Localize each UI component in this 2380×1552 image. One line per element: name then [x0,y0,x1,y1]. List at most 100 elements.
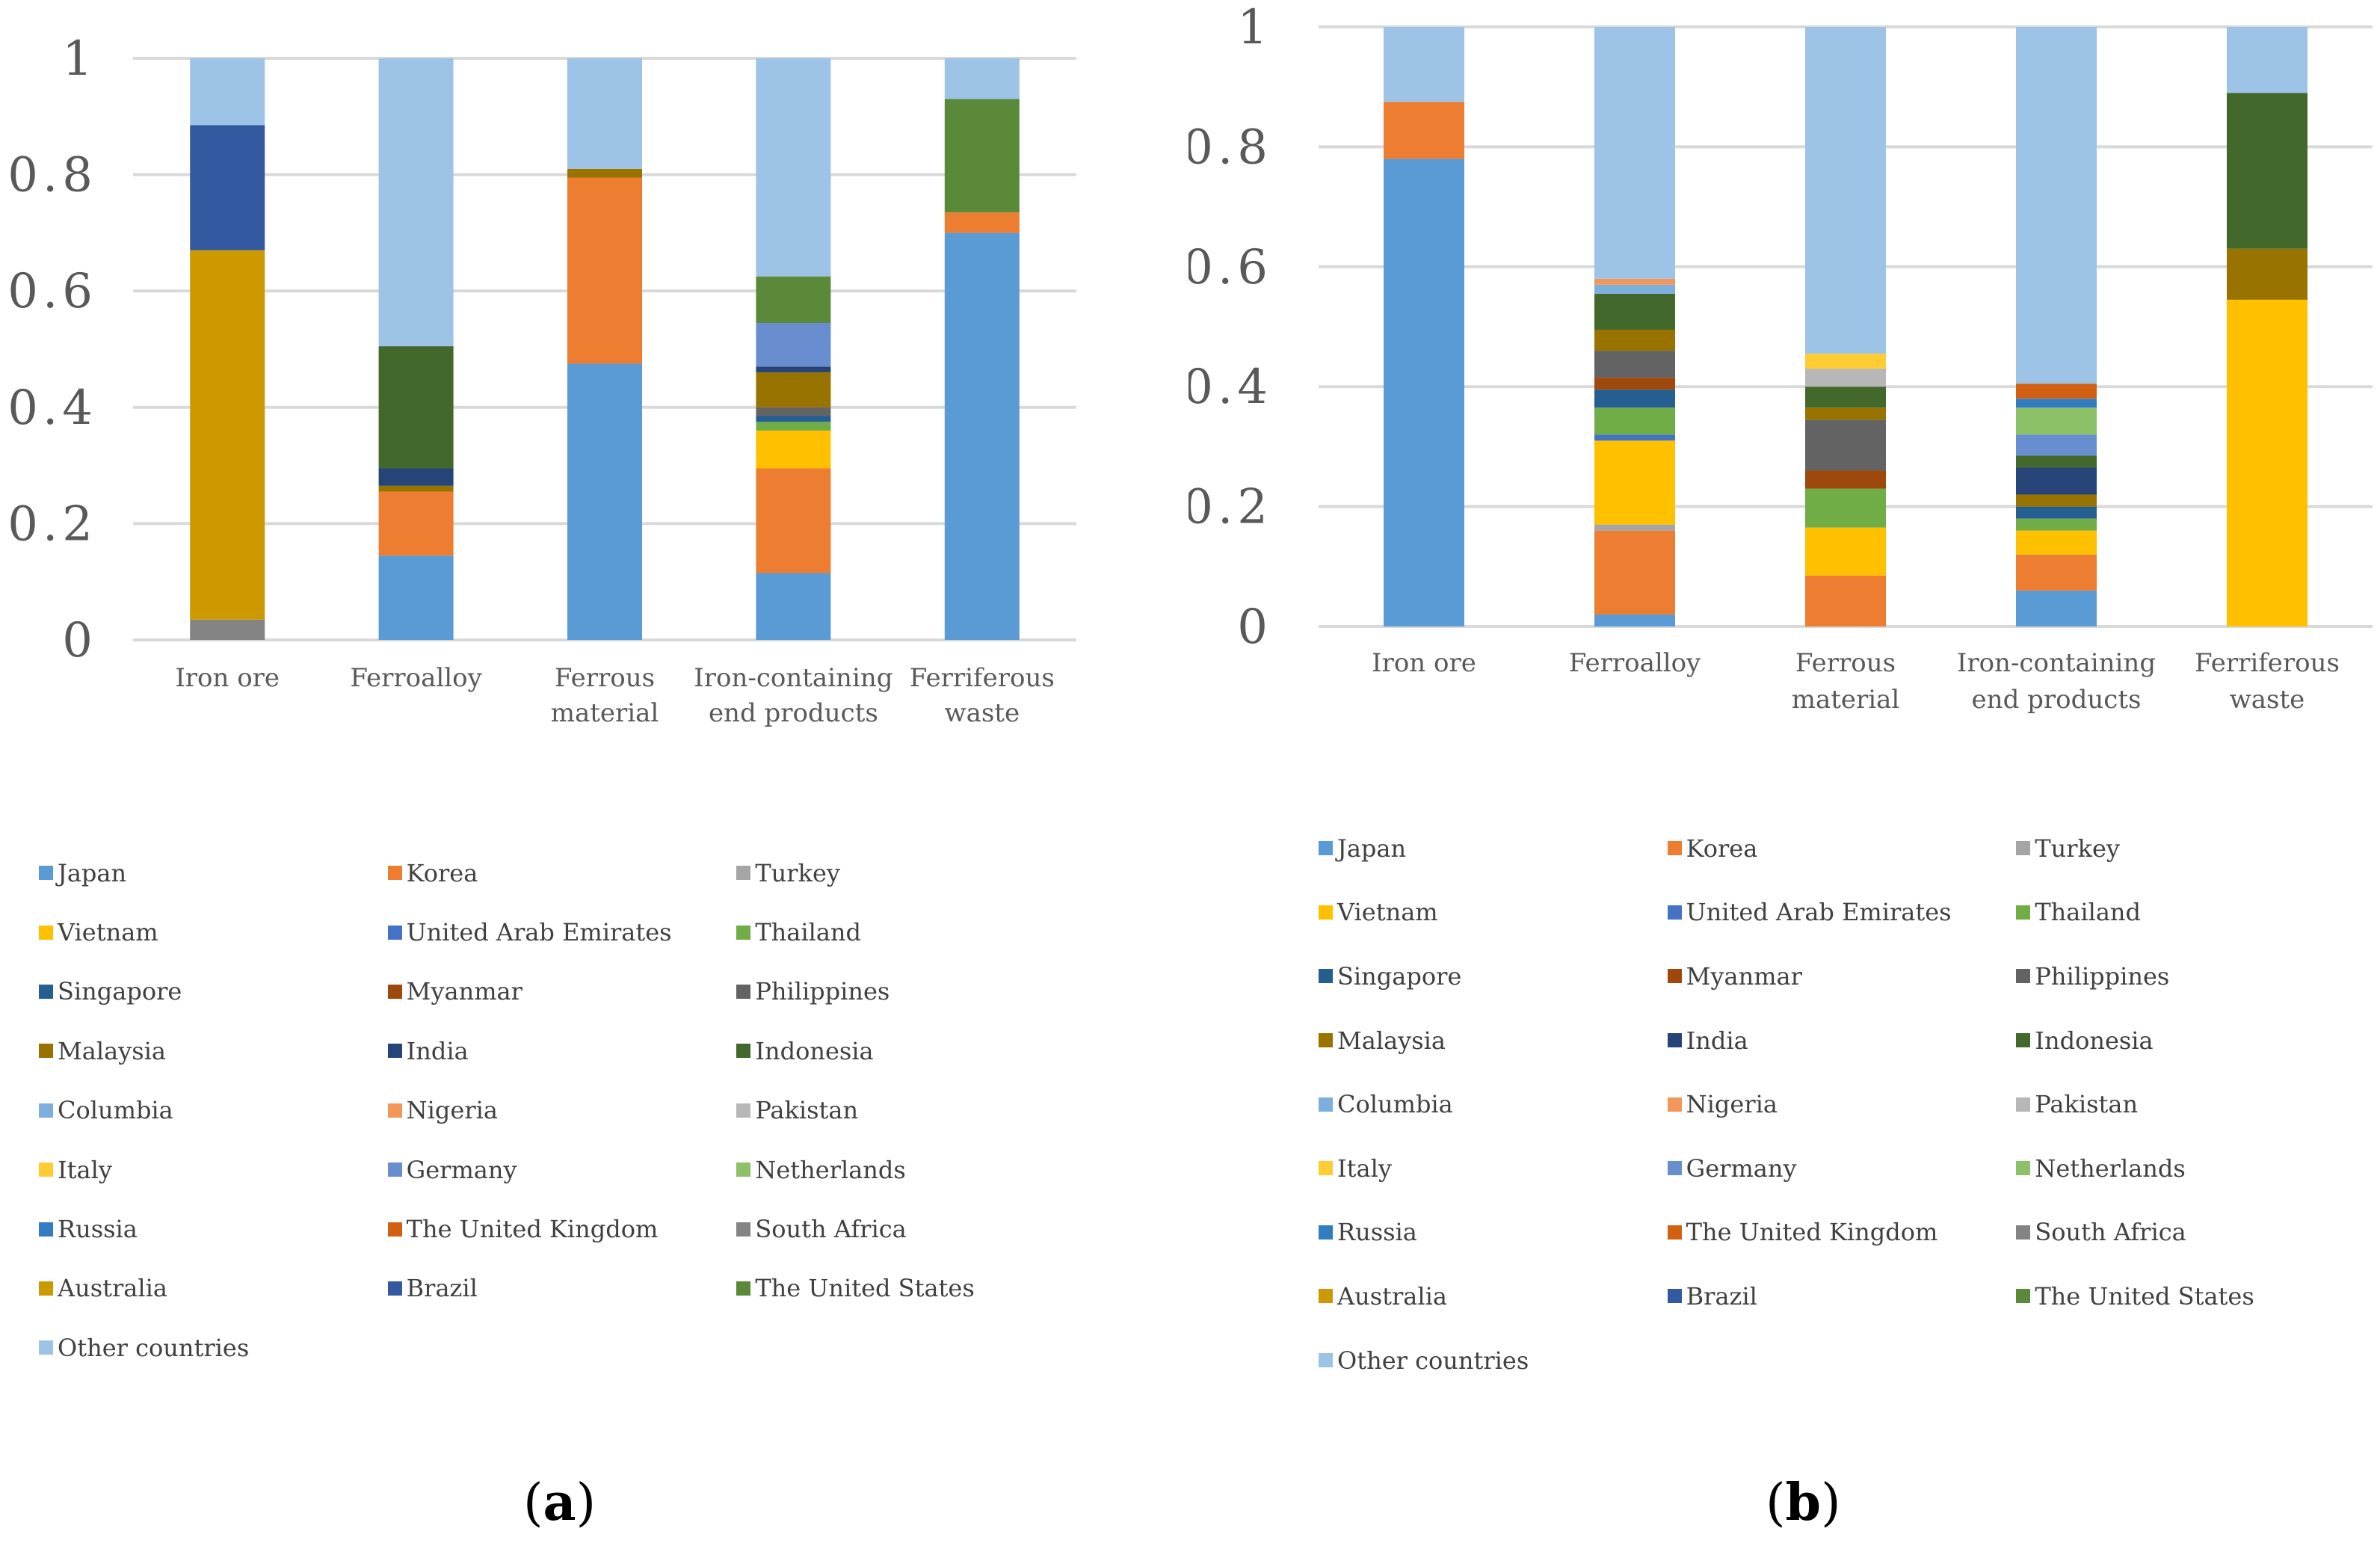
legend-label: Thailand [2035,898,2141,927]
legend-item: Japan [1319,816,1668,881]
legend-item: Other countries [39,1318,388,1377]
legend-label: United Arab Emirates [1686,898,1952,927]
legend-label: The United Kingdom [1686,1218,1938,1247]
x-tick-label: end products [1972,685,2142,715]
legend-item: Singapore [39,962,388,1021]
y-tick-label: 0.4 [1189,360,1272,415]
bar-segment [190,58,265,126]
bar-segment [944,233,1020,640]
legend-swatch [1319,969,1333,984]
bar-segment [1805,354,1886,369]
chart-b: 0 0.2 0.4 0.6 0.8 1 Iron ore Ferroalloy Ferrous m… [1189,0,2373,715]
bar-segment [1594,351,1675,378]
legend-swatch [1667,1225,1682,1240]
legend-swatch [2016,905,2031,920]
legend-label: South Africa [2035,1218,2186,1247]
legend-item: Russia [1319,1201,1668,1265]
legend-swatch [736,925,751,940]
bar-segment [1805,407,1886,420]
legend-swatch [2016,1033,2031,1048]
legend-label: Pakistan [2035,1090,2139,1119]
legend-item: Columbia [39,1081,388,1140]
legend-swatch [2016,1161,2031,1176]
bar-segment [2016,518,2097,531]
legend-label: The United States [755,1274,975,1303]
legend-swatch [2016,1289,2031,1304]
legend-item: Turkey [2016,816,2365,881]
bar-segment [1805,575,1886,626]
y-tick-label: 0.6 [1189,240,1272,295]
bar-segment [1805,27,1886,354]
bar-segment [2016,506,2097,519]
bar-segment [378,468,454,486]
legend-swatch [736,1044,751,1059]
bar-segment [756,366,831,373]
legend-swatch [1667,905,1682,920]
legend-swatch [1667,1033,1682,1048]
bar-segment [756,422,831,431]
x-tick-label: waste [2230,685,2305,715]
bar-segment [2016,434,2097,456]
bar-segment [378,555,454,640]
legend-item: Netherlands [736,1140,1085,1199]
legend-swatch [1319,1225,1333,1240]
legend-label: Netherlands [2035,1154,2186,1183]
legend-item: India [1667,1009,2017,1073]
legend-swatch [2016,1225,2031,1240]
bar-segment [1805,488,1886,528]
bar-segment [2227,27,2307,93]
legend-swatch [39,1103,53,1118]
legend-label: Brazil [1686,1281,1757,1311]
legend-label: Malaysia [58,1036,166,1065]
legend-item: The United Kingdom [1667,1201,2017,1265]
bar-segment [1594,530,1675,615]
legend-label: Russia [1337,1218,1417,1247]
legend-label: Japan [1337,834,1407,863]
legend-label: United Arab Emirates [406,918,672,947]
legend-swatch [736,1163,751,1177]
legend-label: Columbia [58,1096,173,1125]
legend-label: Brazil [406,1274,478,1303]
bar-segment [1594,378,1675,390]
x-tick-label: Ferrous [1795,648,1896,678]
legend-item: Italy [1319,1136,1668,1201]
bar-segment [1594,434,1675,441]
legend-label: Singapore [58,977,182,1006]
legend-swatch [1667,1097,1682,1112]
x-tick-label: Ferrous [555,663,655,693]
bar-segment [1594,524,1675,531]
bar-segment [944,99,1020,213]
bar-segment [2016,590,2097,626]
legend-swatch [387,1044,402,1059]
legend-swatch [39,1163,53,1177]
legend-item: Australia [1319,1264,1668,1328]
legend-swatch [736,866,751,881]
legend-item: Thailand [736,902,1085,961]
x-tick-label: end products [709,698,878,728]
y-tick-label: 0 [1237,600,1272,655]
legend-swatch [39,1340,53,1355]
x-tick-label: Iron-containing [694,663,892,693]
legend-label: Italy [58,1155,112,1184]
legend-swatch [39,1222,53,1237]
bar-segment [1805,419,1886,471]
legend-item: Pakistan [736,1081,1085,1140]
legend-item: Nigeria [387,1081,737,1140]
panel-a: 0 0.2 0.4 0.6 0.8 1 Iron ore Ferroalloy Ferrous m… [0,0,1121,1552]
legend-item: Singapore [1319,944,1668,1009]
legend-item: Other countries [1319,1328,1668,1393]
legend-label: Indonesia [2035,1026,2154,1055]
legend-label: Vietnam [58,918,158,947]
legend-item: United Arab Emirates [1667,881,2017,945]
bar-segment [756,58,831,277]
legend-label: Nigeria [1686,1090,1778,1119]
y-tick-label: 0 [62,613,97,668]
x-tick-label: Ferroalloy [350,663,482,693]
legend-item: Philippines [736,962,1085,1021]
legend-label: Other countries [58,1333,250,1362]
bar-segment [2016,398,2097,408]
legend-item: Malaysia [1319,1009,1668,1073]
legend-swatch [39,1044,53,1059]
legend-item: Brazil [387,1259,737,1318]
legend-label: Australia [1337,1281,1447,1311]
